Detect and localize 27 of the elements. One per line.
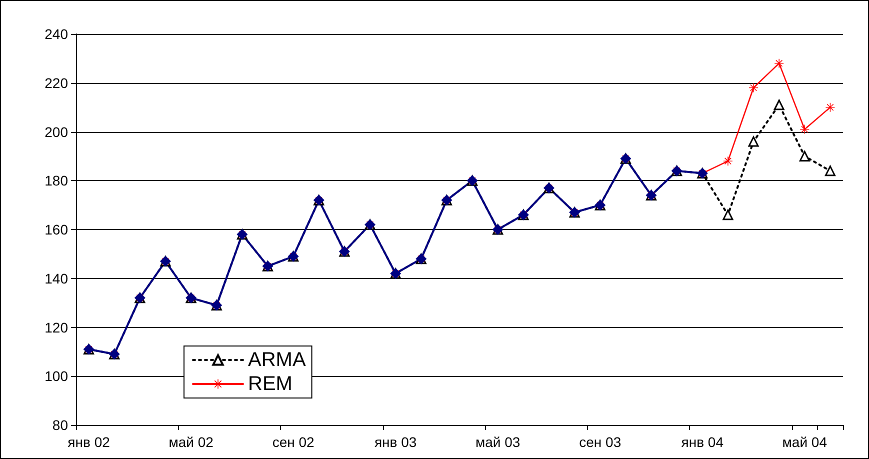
y-tick-label: 160 bbox=[44, 222, 68, 238]
y-tick-label: 140 bbox=[44, 270, 68, 286]
y-tick-label: 220 bbox=[44, 74, 68, 91]
point bbox=[799, 150, 810, 162]
x-tick-label: янв 03 bbox=[374, 434, 417, 450]
x-tick-label: май 03 bbox=[476, 434, 520, 450]
point bbox=[774, 58, 784, 68]
point bbox=[748, 136, 759, 147]
point bbox=[824, 166, 836, 176]
point bbox=[722, 210, 734, 220]
x-tick-label: сен 03 bbox=[579, 434, 622, 450]
legend-label: REM bbox=[248, 373, 292, 395]
x-tick-label: сен 02 bbox=[272, 434, 315, 450]
point bbox=[723, 156, 732, 166]
x-tick-label: янв 04 bbox=[681, 434, 724, 450]
y-tick-label: 120 bbox=[44, 319, 68, 336]
legend-label: ARMA bbox=[248, 349, 306, 371]
y-tick-label: 180 bbox=[44, 172, 68, 189]
y-tick-label: 200 bbox=[44, 124, 68, 140]
y-tick-label: 100 bbox=[44, 368, 68, 384]
point bbox=[774, 100, 784, 110]
x-tick-label: май 02 bbox=[168, 434, 214, 450]
y-tick-label: 80 bbox=[52, 417, 68, 433]
y-tick-label: 240 bbox=[44, 26, 68, 42]
x-tick-label: янв 02 bbox=[68, 434, 110, 450]
point bbox=[749, 83, 758, 92]
x-tick-label: май 04 bbox=[782, 434, 828, 450]
